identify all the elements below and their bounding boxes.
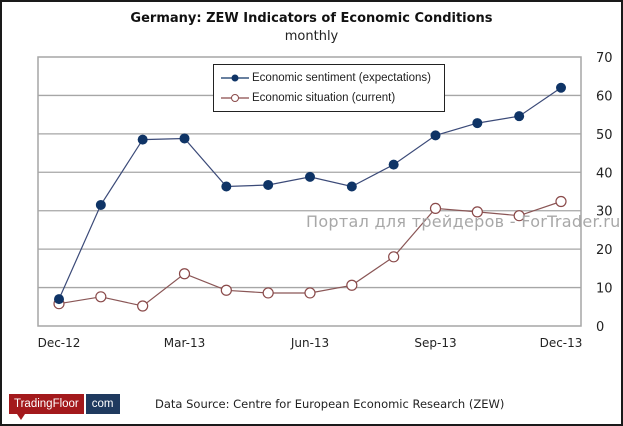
data-point-sentiment xyxy=(388,159,399,170)
data-point-sentiment xyxy=(472,118,483,129)
logo-text-left: TradingFloor xyxy=(9,394,84,420)
data-point-sentiment xyxy=(305,171,315,182)
legend-item-sentiment: Economic sentiment (expectations) xyxy=(220,69,431,87)
y-tick-label: 50 xyxy=(596,128,613,143)
data-point-situation xyxy=(95,291,107,303)
series-lines xyxy=(58,87,562,307)
legend-marker-filled-circle-icon xyxy=(221,74,249,82)
y-axis-ticks: 0 10 20 30 40 50 60 70 xyxy=(596,51,613,335)
gridlines xyxy=(38,94,581,289)
x-tick-label: Sep-13 xyxy=(414,336,456,350)
legend-item-situation: Economic situation (current) xyxy=(220,89,395,107)
series-points xyxy=(53,82,567,312)
watermark: Портал для трейдеров - ForTrader.ru xyxy=(306,212,621,231)
data-point-situation xyxy=(137,300,149,312)
data-point-situation xyxy=(429,202,442,215)
data-point-sentiment xyxy=(179,133,190,144)
data-point-sentiment xyxy=(556,82,566,93)
y-tick-label: 60 xyxy=(596,89,613,104)
data-point-sentiment xyxy=(54,294,64,305)
y-tick-label: 10 xyxy=(596,282,613,297)
data-point-sentiment xyxy=(263,179,274,190)
data-point-situation xyxy=(471,206,483,218)
data-point-situation xyxy=(555,195,567,208)
data-point-sentiment xyxy=(514,111,525,122)
legend-marker-open-circle-icon xyxy=(221,94,249,102)
data-point-sentiment xyxy=(221,181,232,192)
legend-label: Economic situation (current) xyxy=(252,92,396,104)
y-tick-label: 40 xyxy=(596,166,613,181)
x-tick-label: Mar-13 xyxy=(164,336,205,350)
x-tick-label: Jun-13 xyxy=(290,336,329,350)
series-line-sentiment xyxy=(58,87,562,300)
data-point-situation xyxy=(178,268,191,280)
data-point-sentiment xyxy=(95,199,106,210)
data-point-situation xyxy=(220,284,232,296)
data-point-situation xyxy=(513,210,525,222)
legend-label: Economic sentiment (expectations) xyxy=(252,72,431,84)
data-point-sentiment xyxy=(346,181,357,192)
x-tick-label: Dec-13 xyxy=(540,336,583,350)
x-axis-ticks: Dec-12 Mar-13 Jun-13 Sep-13 Dec-13 xyxy=(38,336,583,350)
legend: Economic sentiment (expectations) Econom… xyxy=(213,64,445,112)
y-tick-label: 0 xyxy=(596,320,604,335)
data-point-situation xyxy=(388,251,400,263)
chart-title: Germany: ZEW Indicators of Economic Cond… xyxy=(130,11,493,26)
logo-text-right: com xyxy=(83,394,120,414)
data-point-situation xyxy=(262,287,274,299)
data-source: Data Source: Centre for European Economi… xyxy=(155,397,505,411)
data-point-situation xyxy=(304,287,316,299)
y-tick-label: 30 xyxy=(596,205,613,220)
data-point-situation xyxy=(346,279,358,291)
plot-area xyxy=(37,56,582,327)
x-tick-label: Dec-12 xyxy=(38,336,81,350)
tradingfloor-logo: TradingFloor com xyxy=(9,394,120,420)
y-tick-label: 70 xyxy=(596,51,613,66)
y-tick-label: 20 xyxy=(596,243,613,258)
chart-subtitle: monthly xyxy=(284,29,339,44)
data-point-sentiment xyxy=(430,130,441,141)
data-point-sentiment xyxy=(137,134,148,145)
